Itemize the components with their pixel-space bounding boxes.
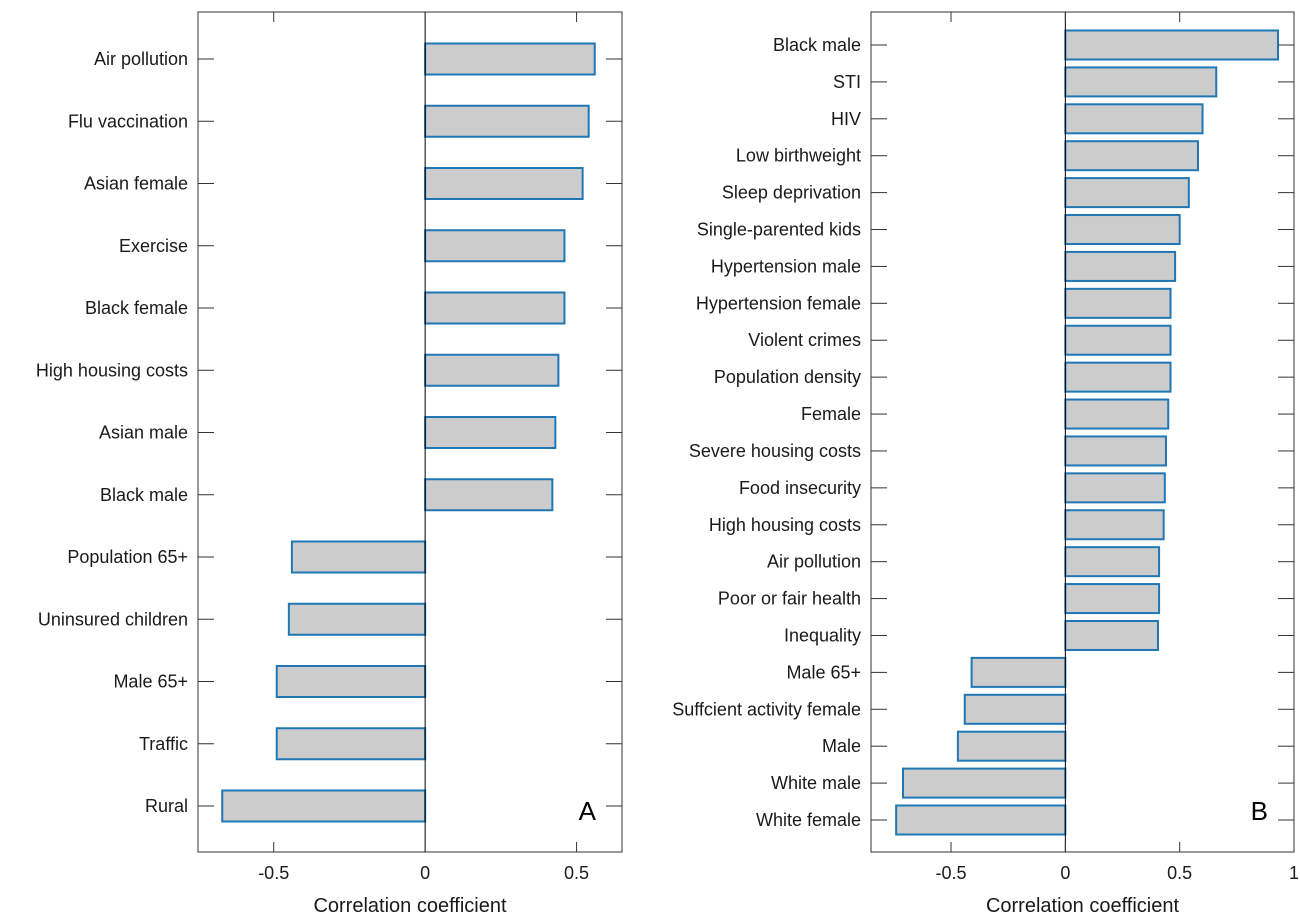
bar-white-male <box>902 767 1067 799</box>
bar-suffcient-activity-female <box>963 693 1067 725</box>
category-label: Female <box>801 404 861 424</box>
bar-population-65- <box>290 540 427 574</box>
bar-rural <box>221 789 427 823</box>
category-label: Suffcient activity female <box>672 699 861 719</box>
x-tick-label: 0.5 <box>564 863 589 883</box>
category-label: Male 65+ <box>786 662 861 682</box>
category-label: Food insecurity <box>739 478 861 498</box>
category-label: Hypertension male <box>711 256 861 276</box>
category-label: Low birthweight <box>736 146 861 166</box>
category-label: High housing costs <box>36 360 188 380</box>
category-label: Inequality <box>784 625 861 645</box>
bar-hypertension-male <box>1064 250 1177 282</box>
x-tick-label: -0.5 <box>258 863 289 883</box>
chart-panel-b: Black male STI HIV Low birthweight Sleep dep… <box>672 11 1299 916</box>
x-tick-label: 0 <box>1060 863 1070 883</box>
category-label: HIV <box>831 109 861 129</box>
x-axis-label: Correlation coefficient <box>313 895 507 916</box>
category-label: Population density <box>714 367 861 387</box>
bar-inequality <box>1064 619 1159 651</box>
category-label: Black female <box>85 298 188 318</box>
category-label: High housing costs <box>709 515 861 535</box>
category-label: Air pollution <box>94 49 188 69</box>
bar-asian-male <box>424 416 557 449</box>
category-label: White female <box>756 810 861 830</box>
x-tick-label: -0.5 <box>936 863 967 883</box>
bar-low-birthweight <box>1064 140 1199 172</box>
x-axis-label: Correlation coefficient <box>986 895 1180 916</box>
bar-food-insecurity <box>1064 472 1166 504</box>
bar-air-pollution <box>424 42 596 76</box>
bar-sti <box>1064 66 1218 98</box>
category-label: Flu vaccination <box>68 111 188 131</box>
bar-traffic <box>275 727 427 761</box>
bar-black-male <box>424 478 554 512</box>
bar-violent-crimes <box>1064 324 1172 356</box>
bar-exercise <box>424 229 566 263</box>
category-label: Air pollution <box>767 552 861 572</box>
category-label: Population 65+ <box>67 547 188 567</box>
bar-male-65- <box>275 665 427 698</box>
axes-frame <box>870 11 1295 853</box>
x-tick-label: 1 <box>1289 863 1299 883</box>
bar-high-housing-costs <box>1064 509 1165 541</box>
bar-air-pollution <box>1064 546 1161 578</box>
panel-label: A <box>579 796 597 826</box>
category-label: Single-parented kids <box>697 220 861 240</box>
category-label: Hypertension female <box>696 293 861 313</box>
category-label: Uninsured children <box>38 609 188 629</box>
category-label: Sleep deprivation <box>722 183 861 203</box>
category-label: Traffic <box>139 734 188 754</box>
bar-population-density <box>1064 361 1172 393</box>
category-label: Violent crimes <box>748 330 861 350</box>
bar-flu-vaccination <box>424 104 590 138</box>
bar-black-male <box>1064 29 1279 61</box>
category-label: Rural <box>145 796 188 816</box>
category-label: Black male <box>773 35 861 55</box>
bar-sleep-deprivation <box>1064 177 1190 209</box>
bar-uninsured-children <box>287 602 427 636</box>
panel-label: B <box>1251 796 1268 826</box>
bar-male-65- <box>970 656 1067 688</box>
category-label: Male <box>822 736 861 756</box>
bar-black-female <box>424 291 566 325</box>
bar-severe-housing-costs <box>1064 435 1167 467</box>
bar-hiv <box>1064 103 1204 135</box>
category-label: White male <box>771 773 861 793</box>
chart-panel-a: Air pollution Flu vaccination Asian female… <box>36 11 623 916</box>
category-label: Male 65+ <box>113 672 188 692</box>
axes-frame <box>197 11 623 853</box>
bar-male <box>956 730 1067 762</box>
bar-white-female <box>895 804 1067 836</box>
category-label: Black male <box>100 485 188 505</box>
x-tick-label: 0.5 <box>1167 863 1192 883</box>
bar-high-housing-costs <box>424 353 560 387</box>
category-label: Asian male <box>99 423 188 443</box>
category-label: Exercise <box>119 236 188 256</box>
bar-single-parented-kids <box>1064 214 1181 246</box>
bar-female <box>1064 398 1170 430</box>
category-label: STI <box>833 72 861 92</box>
category-label: Severe housing costs <box>689 441 861 461</box>
bar-hypertension-female <box>1064 287 1172 319</box>
bar-poor-or-fair-health <box>1064 583 1161 615</box>
category-label: Poor or fair health <box>718 589 861 609</box>
category-label: Asian female <box>84 174 188 194</box>
x-tick-label: 0 <box>420 863 430 883</box>
bar-asian-female <box>424 167 584 200</box>
